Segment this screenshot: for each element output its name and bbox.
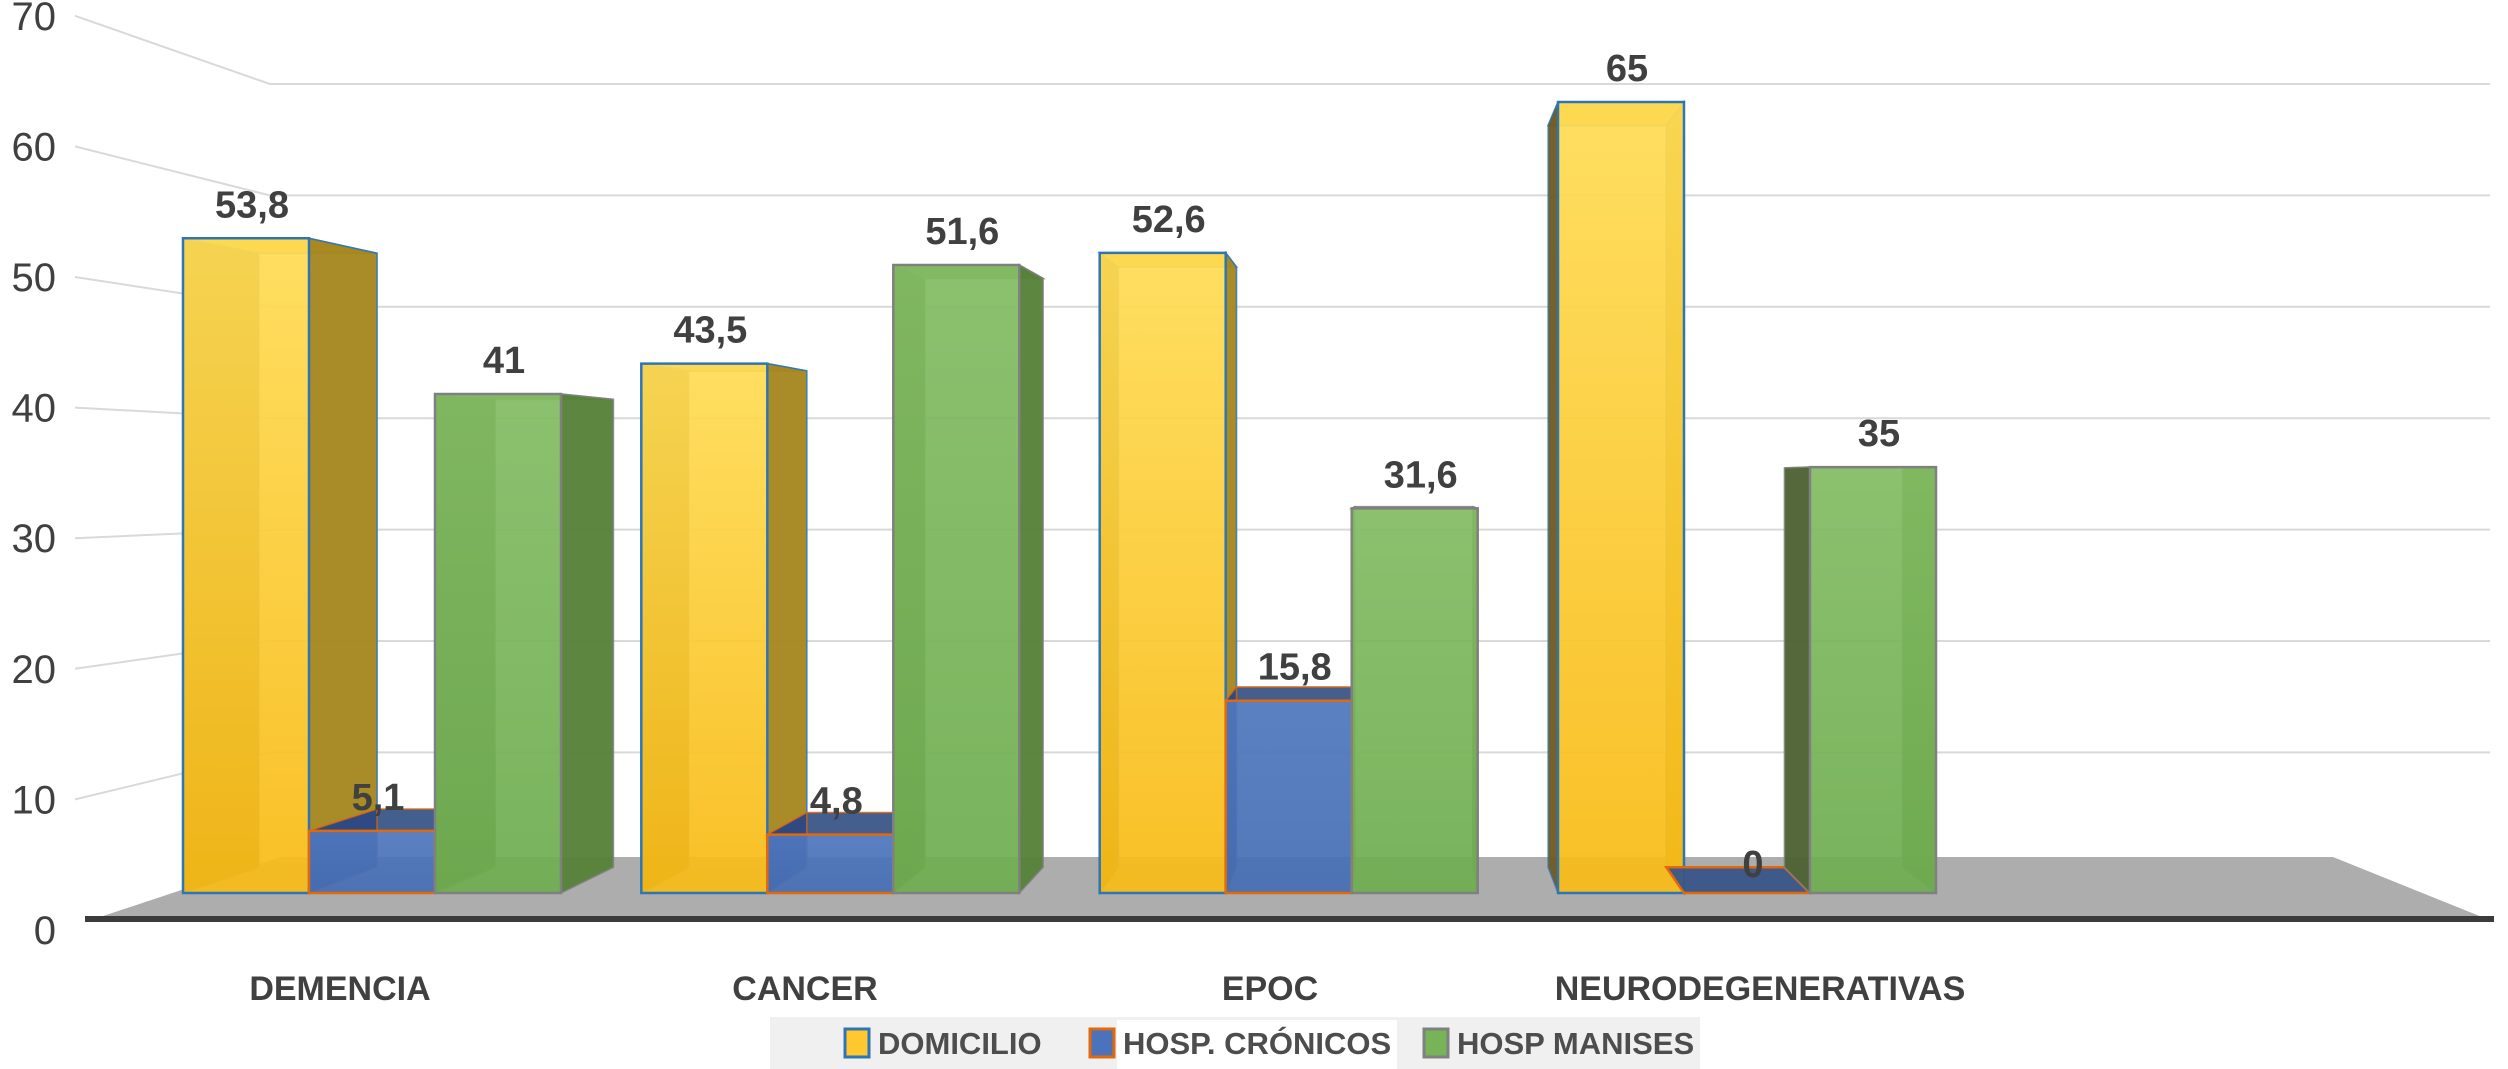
bar-demencia-hosp-cr-nicos-value-label: 5,1 — [352, 777, 405, 819]
y-tick-0: 0 — [34, 909, 56, 953]
gridline-70 — [74, 14, 2490, 85]
category-label-cancer: CANCER — [732, 970, 877, 1008]
category-label-neurodegenerativas: NEURODEGENERATIVAS — [1555, 970, 1966, 1008]
bar-neurodegenerativas-hosp-manises-value-label: 35 — [1858, 413, 1900, 455]
legend-item-domicilio-swatch[interactable] — [843, 1027, 871, 1059]
legend-item-domicilio-label[interactable]: DOMICILIO — [878, 1026, 1042, 1061]
bar-epoc-domicilio-value-label: 52,6 — [1132, 199, 1206, 241]
bar-cancer-hosp-manises-right-face — [1018, 263, 1044, 896]
bar-cancer-hosp-manises-value-label: 51,6 — [925, 211, 999, 253]
bar-neurodegenerativas-domicilio[interactable] — [1556, 100, 1686, 895]
legend-item-hosp-cr-nicos-swatch[interactable] — [1088, 1027, 1116, 1059]
y-tick-60: 60 — [12, 125, 57, 169]
bar-epoc-hosp-cr-nicos-top-face — [1224, 686, 1356, 702]
y-tick-50: 50 — [12, 256, 57, 300]
bar-cancer-hosp-cr-nicos[interactable] — [766, 833, 895, 895]
bar-cancer-hosp-cr-nicos-value-label: 4,8 — [810, 781, 863, 823]
category-label-epoc: EPOC — [1222, 970, 1318, 1008]
bar-epoc-hosp-manises[interactable] — [1350, 507, 1479, 895]
y-tick-20: 20 — [12, 648, 57, 692]
y-tick-30: 30 — [12, 517, 57, 561]
bar-epoc-hosp-cr-nicos-value-label: 15,8 — [1258, 647, 1332, 689]
y-tick-40: 40 — [12, 387, 57, 431]
legend-item-hosp-manises-label[interactable]: HOSP MANISES — [1457, 1026, 1694, 1061]
legend-item-hosp-cr-nicos-label[interactable]: HOSP. CRÓNICOS — [1123, 1025, 1391, 1061]
bar-neurodegenerativas-domicilio-value-label: 65 — [1606, 48, 1648, 90]
bar-epoc-hosp-cr-nicos[interactable] — [1224, 699, 1353, 895]
bar-neurodegenerativas-hosp-manises[interactable] — [1808, 465, 1938, 895]
bar-demencia-hosp-manises-value-label: 41 — [483, 340, 525, 382]
legend-item-highlight — [1117, 1020, 1397, 1069]
gridline-60 — [74, 145, 2490, 197]
bar-demencia-hosp-manises-right-face — [560, 393, 615, 895]
bar-cancer-domicilio-value-label: 43,5 — [673, 310, 747, 352]
bar-cancer-domicilio[interactable] — [640, 362, 769, 895]
legend-item-hosp-manises-swatch[interactable] — [1422, 1027, 1450, 1059]
y-tick-10: 10 — [12, 778, 57, 822]
bar-neurodegenerativas-hosp-manises-left-face — [1783, 466, 1811, 895]
category-label-demencia: DEMENCIA — [249, 970, 430, 1008]
bar-neurodegenerativas-hosp-cr-nicos-value-label: 0 — [1742, 844, 1763, 886]
y-tick-70: 70 — [12, 0, 57, 39]
bar-cancer-domicilio-right-face — [766, 362, 808, 895]
bar-demencia-hosp-manises[interactable] — [433, 392, 563, 895]
bar-epoc-hosp-manises-value-label: 31,6 — [1384, 454, 1458, 496]
bar-demencia-domicilio[interactable] — [181, 237, 311, 895]
bar-neurodegenerativas-domicilio-left-face — [1547, 101, 1559, 894]
bar-demencia-domicilio-value-label: 53,8 — [215, 184, 289, 226]
bar-cancer-hosp-manises[interactable] — [892, 263, 1021, 895]
bar-epoc-domicilio[interactable] — [1098, 251, 1227, 895]
bar-demencia-hosp-cr-nicos[interactable] — [307, 829, 437, 895]
